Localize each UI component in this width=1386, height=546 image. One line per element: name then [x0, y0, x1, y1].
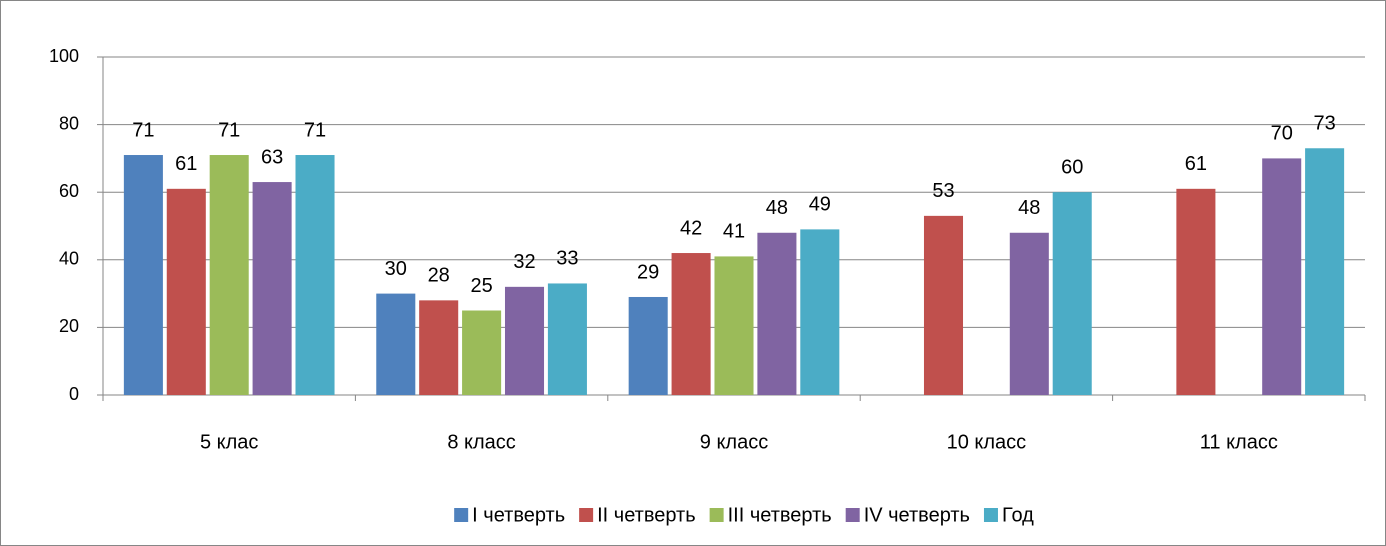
data-label: 32	[513, 251, 535, 273]
bar	[800, 229, 840, 395]
bar	[714, 256, 754, 395]
bar	[757, 232, 797, 395]
bar	[123, 155, 163, 395]
data-label: 29	[637, 261, 659, 283]
bar	[1305, 148, 1345, 395]
data-label: 60	[1061, 156, 1083, 178]
bar	[504, 286, 545, 395]
data-label: 42	[680, 217, 702, 239]
y-tick-label: 100	[49, 46, 79, 66]
data-label: 33	[556, 248, 578, 270]
bar	[462, 310, 502, 395]
data-label: 30	[385, 258, 407, 280]
data-label: 61	[175, 153, 197, 175]
y-tick-label: 60	[59, 181, 79, 201]
data-label: 49	[809, 194, 831, 216]
bar	[252, 182, 292, 395]
data-label: 53	[932, 180, 954, 202]
y-tick-label: 80	[59, 113, 79, 133]
x-tick-label: 10 класс	[947, 431, 1027, 453]
data-label: 63	[261, 146, 283, 168]
data-label: 71	[304, 119, 326, 141]
legend-label: II четверть	[597, 504, 696, 526]
data-label: 25	[470, 275, 492, 297]
x-tick-label: 8 класс	[447, 431, 515, 453]
bar	[376, 293, 416, 395]
bar	[1176, 188, 1216, 395]
bar	[419, 300, 459, 395]
bar	[923, 215, 964, 395]
data-label: 48	[1018, 197, 1040, 219]
bar	[209, 155, 249, 395]
y-tick-label: 40	[59, 249, 79, 269]
data-label: 73	[1313, 113, 1335, 135]
data-label: 61	[1185, 153, 1207, 175]
y-tick-label: 20	[59, 316, 79, 336]
data-label: 28	[428, 265, 450, 287]
legend-marker	[579, 508, 594, 522]
y-tick-label: 0	[69, 384, 79, 404]
legend-label: III четверть	[728, 504, 832, 526]
x-tick-label: 9 класс	[700, 431, 768, 453]
legend-label: I четверть	[472, 504, 565, 526]
bar	[547, 283, 587, 395]
bar	[1262, 158, 1302, 395]
bar	[1009, 232, 1049, 395]
bar	[166, 188, 206, 395]
legend-label: Год	[1002, 504, 1034, 526]
data-label: 71	[218, 119, 240, 141]
legend-marker	[845, 508, 860, 522]
data-label: 41	[723, 221, 745, 243]
legend-label: IV четверть	[864, 504, 970, 526]
bar	[671, 253, 711, 395]
legend-marker	[454, 508, 469, 522]
x-tick-label: 11 класс	[1200, 431, 1278, 453]
bar	[1052, 192, 1092, 395]
bar	[628, 296, 668, 395]
legend-marker	[983, 508, 998, 522]
x-tick-label: 5 клас	[200, 431, 258, 453]
data-label: 71	[132, 119, 154, 141]
data-label: 70	[1271, 123, 1293, 145]
legend-marker	[709, 508, 724, 522]
data-label: 48	[766, 197, 788, 219]
bar	[295, 155, 335, 395]
